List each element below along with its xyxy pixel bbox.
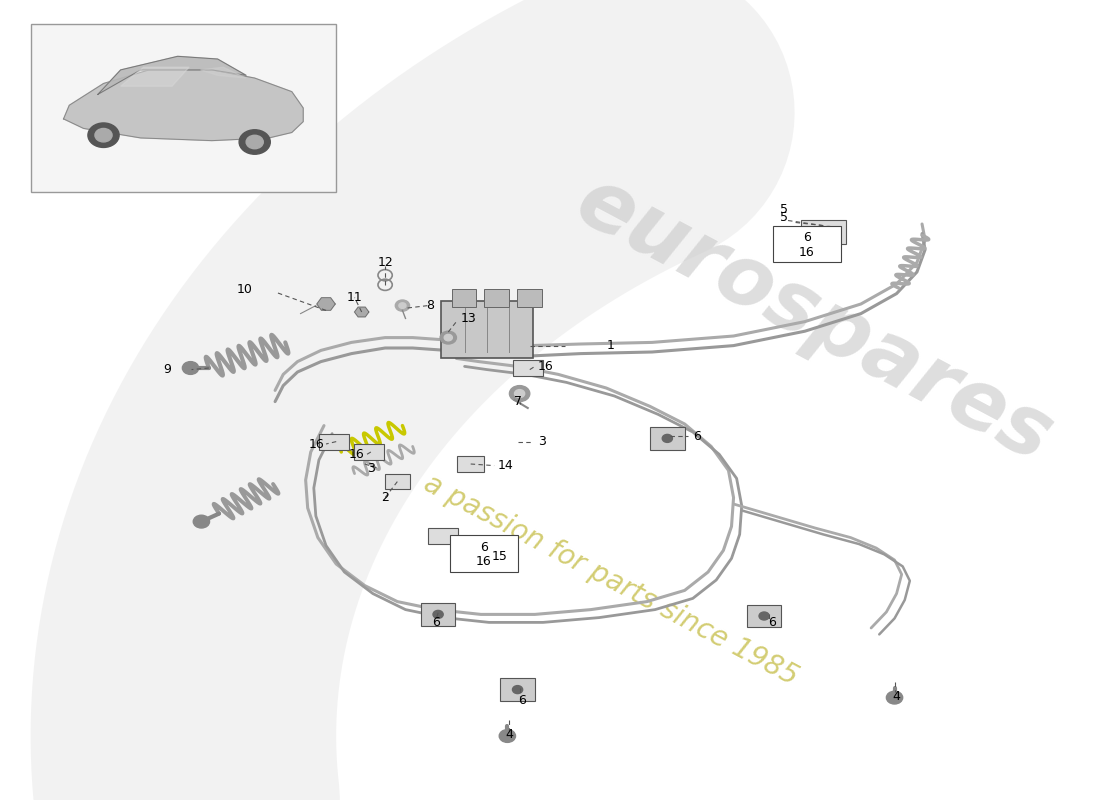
Circle shape <box>88 123 119 147</box>
Circle shape <box>399 302 406 309</box>
Polygon shape <box>64 70 304 141</box>
Text: 3: 3 <box>538 435 546 448</box>
Text: eurospares: eurospares <box>563 161 1067 479</box>
FancyBboxPatch shape <box>747 605 781 627</box>
Text: 6: 6 <box>803 231 811 244</box>
Text: 14: 14 <box>497 459 513 472</box>
Polygon shape <box>200 67 246 78</box>
Text: 6: 6 <box>693 430 701 442</box>
Circle shape <box>194 515 210 528</box>
FancyBboxPatch shape <box>441 302 534 358</box>
Text: 15: 15 <box>492 550 507 562</box>
Polygon shape <box>317 298 336 310</box>
Text: 13: 13 <box>461 312 476 325</box>
FancyBboxPatch shape <box>773 226 840 262</box>
FancyBboxPatch shape <box>354 444 384 460</box>
Text: 3: 3 <box>367 462 375 474</box>
FancyBboxPatch shape <box>428 528 458 544</box>
Text: 1: 1 <box>606 339 614 352</box>
Circle shape <box>662 434 672 442</box>
Text: 16: 16 <box>538 360 553 373</box>
Circle shape <box>239 130 271 154</box>
Text: 6: 6 <box>480 541 488 554</box>
FancyBboxPatch shape <box>500 678 535 701</box>
Text: 6: 6 <box>432 616 440 629</box>
Circle shape <box>759 612 769 620</box>
Text: 16: 16 <box>349 448 365 461</box>
Text: 16: 16 <box>476 555 492 568</box>
Circle shape <box>246 135 263 149</box>
Circle shape <box>444 334 452 341</box>
FancyBboxPatch shape <box>452 290 476 307</box>
Text: 16: 16 <box>308 438 324 450</box>
FancyBboxPatch shape <box>484 290 509 307</box>
Text: 8: 8 <box>426 299 433 312</box>
Circle shape <box>440 331 456 344</box>
Circle shape <box>822 226 835 238</box>
FancyBboxPatch shape <box>450 535 518 572</box>
Circle shape <box>509 386 530 402</box>
Polygon shape <box>354 307 368 317</box>
Text: 9: 9 <box>163 363 172 376</box>
Text: 16: 16 <box>799 246 815 258</box>
Text: 6: 6 <box>768 616 777 629</box>
Polygon shape <box>121 67 189 86</box>
Text: 5: 5 <box>781 211 789 224</box>
Text: 4: 4 <box>892 690 901 702</box>
Circle shape <box>515 390 525 398</box>
Text: 6: 6 <box>518 694 526 706</box>
FancyBboxPatch shape <box>421 603 455 626</box>
FancyBboxPatch shape <box>513 360 542 376</box>
FancyBboxPatch shape <box>801 220 846 243</box>
Text: 2: 2 <box>382 491 389 504</box>
Polygon shape <box>98 56 246 94</box>
Circle shape <box>825 230 832 235</box>
Circle shape <box>395 300 409 311</box>
Text: 10: 10 <box>236 283 253 296</box>
Text: 7: 7 <box>514 395 521 408</box>
Circle shape <box>95 129 112 142</box>
FancyBboxPatch shape <box>31 24 337 192</box>
FancyBboxPatch shape <box>517 290 541 307</box>
Circle shape <box>887 691 903 704</box>
Text: 11: 11 <box>346 291 362 304</box>
FancyBboxPatch shape <box>650 427 684 450</box>
FancyBboxPatch shape <box>385 474 409 489</box>
Text: a passion for parts since 1985: a passion for parts since 1985 <box>419 469 803 691</box>
FancyBboxPatch shape <box>319 434 349 450</box>
Circle shape <box>433 610 443 618</box>
Circle shape <box>499 730 516 742</box>
Text: 4: 4 <box>506 728 514 741</box>
Text: 12: 12 <box>377 256 393 269</box>
Text: 5: 5 <box>781 203 789 216</box>
Circle shape <box>513 686 522 694</box>
FancyBboxPatch shape <box>458 456 484 472</box>
Circle shape <box>183 362 199 374</box>
